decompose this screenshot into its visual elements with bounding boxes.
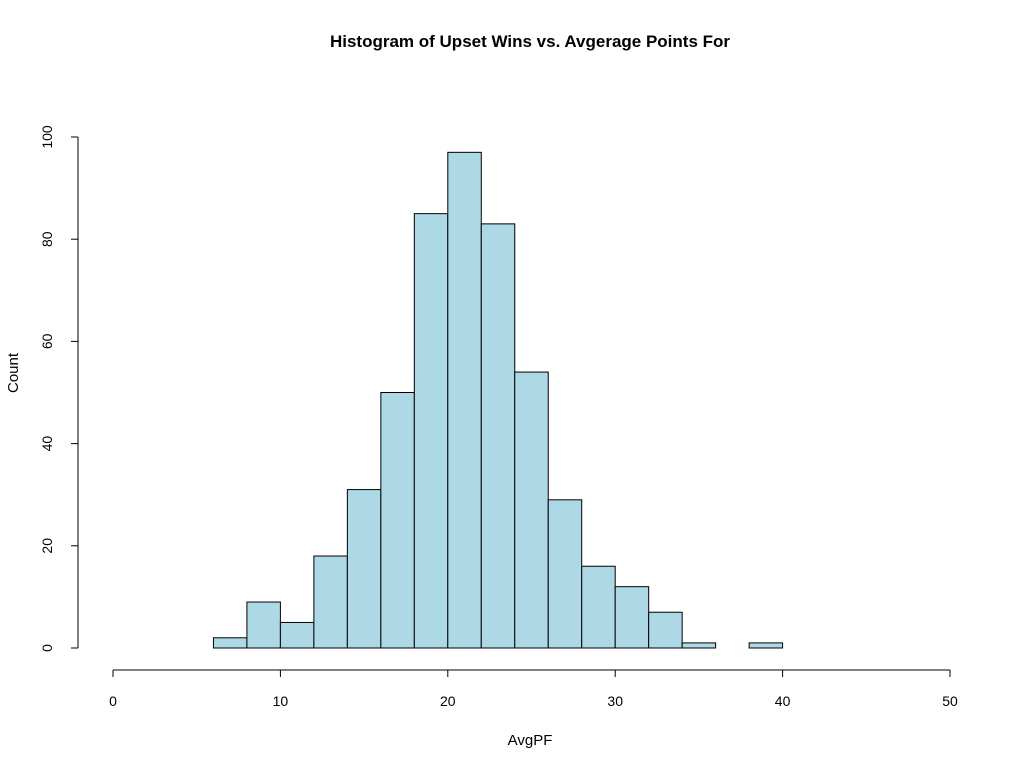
histogram-bar-16-18 bbox=[380, 392, 415, 649]
y-tick-label: 20 bbox=[39, 538, 55, 554]
histogram-bar-18-20 bbox=[413, 213, 449, 649]
histogram-bar-26-28 bbox=[547, 499, 583, 649]
histogram-bar-34-36 bbox=[681, 642, 717, 649]
y-tick-label: 100 bbox=[39, 125, 55, 149]
histogram-bar-12-14 bbox=[313, 555, 348, 649]
histogram-bar-10-12 bbox=[279, 621, 315, 649]
histogram-bar-38-40 bbox=[748, 642, 784, 649]
histogram-bar-6-8 bbox=[212, 637, 248, 649]
x-tick-label: 30 bbox=[607, 693, 623, 709]
x-tick-label: 50 bbox=[942, 693, 958, 709]
histogram-bar-8-10 bbox=[246, 601, 281, 649]
histogram-bar-22-24 bbox=[480, 223, 516, 649]
x-axis-ticks: 0 10 20 30 40 50 bbox=[109, 670, 958, 709]
x-tick-label: 40 bbox=[775, 693, 791, 709]
y-tick-label: 40 bbox=[39, 436, 55, 452]
chart-title: Histogram of Upset Wins vs. Avgerage Poi… bbox=[330, 32, 730, 51]
x-tick-label: 20 bbox=[440, 693, 456, 709]
bars-group bbox=[212, 151, 784, 649]
y-axis-ticks: 0 20 40 60 80 100 bbox=[39, 125, 78, 652]
histogram-bar-24-26 bbox=[514, 371, 549, 649]
histogram-bar-30-32 bbox=[614, 586, 650, 649]
y-axis-label: Count bbox=[5, 352, 22, 393]
y-tick-label: 60 bbox=[39, 333, 55, 349]
y-tick-label: 0 bbox=[39, 644, 55, 652]
x-tick-label: 10 bbox=[273, 693, 289, 709]
histogram-bar-20-22 bbox=[447, 151, 482, 649]
y-tick-label: 80 bbox=[39, 231, 55, 247]
histogram-bar-32-34 bbox=[648, 611, 683, 649]
x-tick-label: 0 bbox=[109, 693, 117, 709]
histogram-bar-14-16 bbox=[346, 489, 382, 649]
histogram-bar-28-30 bbox=[581, 565, 616, 649]
x-axis-label: AvgPF bbox=[508, 732, 553, 749]
